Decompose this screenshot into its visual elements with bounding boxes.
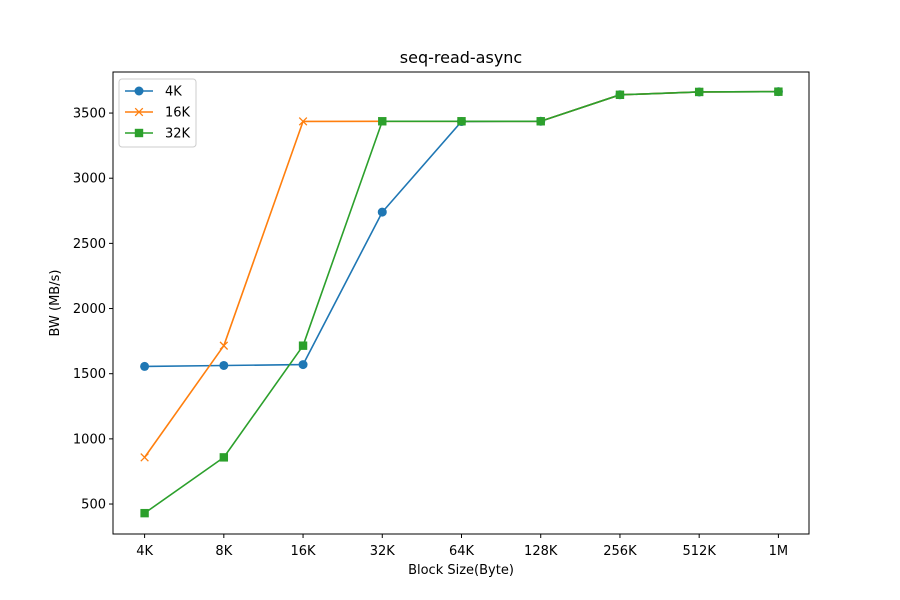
legend-label-32K: 32K xyxy=(165,127,191,142)
series-layer xyxy=(140,87,783,518)
legend-marker-4K xyxy=(134,86,144,96)
x-axis-title: Block Size(Byte) xyxy=(408,563,514,578)
data-point xyxy=(140,453,149,462)
data-point xyxy=(774,87,783,96)
legend-marker-16K xyxy=(134,107,144,117)
x-tick-label: 1M xyxy=(769,544,789,559)
data-point xyxy=(457,117,466,126)
series-32K xyxy=(140,87,783,518)
y-tick-label: 1500 xyxy=(73,367,106,382)
x-tick-label: 8K xyxy=(215,544,232,559)
data-point xyxy=(615,90,625,100)
x-tick-label: 64K xyxy=(449,544,475,559)
y-tick-label: 2000 xyxy=(73,302,106,317)
data-point xyxy=(298,117,308,126)
x-tick-label: 128K xyxy=(524,544,558,559)
y-tick-label: 3000 xyxy=(73,172,106,187)
data-point xyxy=(219,341,229,350)
y-tick-label: 500 xyxy=(81,498,106,513)
data-point xyxy=(378,117,387,126)
x-tick-label: 256K xyxy=(603,544,637,559)
data-point xyxy=(377,207,387,217)
y-tick-label: 3500 xyxy=(73,107,106,122)
chart-title: seq-read-async xyxy=(400,48,522,67)
y-tick-label: 2500 xyxy=(73,237,106,252)
data-point xyxy=(140,361,150,371)
x-tick-label: 4K xyxy=(136,544,153,559)
y-axis-title: BW (MB/s) xyxy=(48,270,63,337)
x-axis: 4K 8K 16K 32K 64K 128K 256K 512K 1M xyxy=(136,534,788,559)
x-tick-label: 32K xyxy=(370,544,396,559)
x-tick-label: 512K xyxy=(683,544,717,559)
legend-label-4K: 4K xyxy=(165,85,182,100)
data-point xyxy=(298,360,308,370)
data-point xyxy=(219,453,229,462)
x-tick-label: 16K xyxy=(291,544,317,559)
data-point xyxy=(694,87,704,97)
data-point xyxy=(298,341,308,350)
data-point xyxy=(536,117,545,126)
legend-marker-32K xyxy=(134,128,144,138)
legend: 4K 16K 32K xyxy=(118,78,197,148)
data-point xyxy=(140,508,149,518)
legend-label-16K: 16K xyxy=(165,106,191,121)
y-axis: 500 1000 1500 2000 2500 3000 3500 xyxy=(73,107,113,513)
y-tick-label: 1000 xyxy=(73,432,106,447)
data-point xyxy=(219,360,229,370)
